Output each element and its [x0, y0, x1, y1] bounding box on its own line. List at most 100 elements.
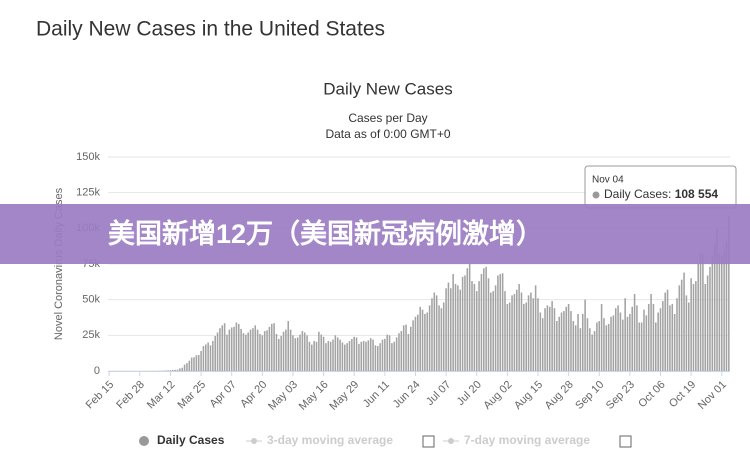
- bar: [339, 339, 341, 371]
- bar: [459, 289, 462, 371]
- bar: [579, 328, 582, 371]
- bar: [530, 292, 532, 371]
- bar: [242, 333, 245, 371]
- bar: [685, 295, 688, 371]
- bar: [445, 288, 447, 371]
- bar: [607, 323, 610, 371]
- bar: [223, 323, 226, 371]
- x-tick-label: Jun 24: [391, 379, 423, 411]
- y-tick-label: 50k: [82, 294, 100, 306]
- bar: [261, 335, 264, 371]
- bar: [622, 319, 624, 371]
- bar: [336, 337, 339, 371]
- tooltip-value: 108 554: [675, 187, 719, 201]
- bar: [254, 325, 257, 371]
- bar: [306, 335, 308, 371]
- bar: [720, 255, 723, 371]
- bar: [563, 311, 565, 371]
- bar: [245, 334, 247, 371]
- checkbox[interactable]: [619, 435, 632, 448]
- bar: [725, 241, 728, 371]
- bar: [230, 327, 233, 371]
- bar: [167, 370, 169, 371]
- bar: [233, 326, 235, 371]
- bar: [499, 273, 502, 371]
- bar: [292, 335, 294, 371]
- bar: [610, 316, 612, 371]
- legend-marker: [448, 438, 454, 444]
- bar: [395, 337, 398, 371]
- y-tick-label: 0: [94, 365, 100, 377]
- bar: [195, 355, 198, 371]
- bar: [544, 308, 546, 371]
- bar: [247, 332, 249, 371]
- bar: [440, 308, 443, 371]
- bar: [252, 328, 254, 371]
- bar: [355, 337, 358, 371]
- bar: [713, 244, 716, 371]
- legend-label[interactable]: 3-day moving average: [267, 433, 393, 447]
- bar: [506, 303, 509, 371]
- bar: [709, 266, 711, 371]
- y-tick-label: 25k: [82, 329, 100, 341]
- bar: [402, 325, 405, 371]
- bar: [287, 321, 290, 371]
- bar: [391, 343, 393, 371]
- bar: [202, 346, 205, 371]
- bar: [280, 336, 282, 371]
- bar: [452, 273, 454, 371]
- bar: [518, 283, 520, 371]
- bar: [664, 292, 666, 371]
- bar: [551, 301, 553, 371]
- bar: [412, 320, 414, 371]
- bar: [311, 344, 313, 371]
- bar: [256, 329, 259, 371]
- bar: [704, 283, 707, 371]
- legend-label[interactable]: Daily Cases: [157, 433, 225, 447]
- bar: [480, 273, 483, 371]
- checkbox[interactable]: [422, 435, 435, 448]
- bar: [596, 322, 598, 371]
- bar: [619, 312, 622, 371]
- bar: [652, 303, 655, 371]
- bar: [365, 341, 367, 371]
- bar: [308, 341, 311, 371]
- bar: [438, 305, 440, 371]
- bar: [424, 313, 426, 371]
- x-tick-label: Aug 02: [481, 379, 514, 412]
- bar: [508, 302, 511, 371]
- bar: [711, 256, 714, 371]
- x-tick-label: May 03: [266, 379, 300, 413]
- bar: [351, 338, 353, 371]
- bar: [718, 254, 721, 371]
- bar: [214, 336, 216, 371]
- bar: [716, 229, 718, 371]
- bar: [504, 291, 506, 371]
- bar: [487, 278, 490, 371]
- bar: [699, 252, 702, 371]
- x-tick-label: Aug 28: [543, 379, 576, 412]
- bar: [270, 323, 273, 371]
- bar: [329, 341, 332, 371]
- bar: [581, 313, 584, 371]
- page-title: Daily New Cases in the United States: [36, 18, 385, 41]
- bar: [344, 344, 346, 371]
- bar: [360, 341, 363, 371]
- bar: [669, 305, 671, 371]
- bar: [169, 370, 172, 371]
- legend-label[interactable]: 7-day moving average: [464, 433, 590, 447]
- bar: [612, 315, 615, 371]
- bar: [417, 314, 419, 371]
- bar: [193, 357, 195, 371]
- bar: [266, 330, 268, 371]
- bar: [384, 338, 386, 371]
- bar: [405, 324, 407, 371]
- bar: [614, 308, 617, 371]
- bar: [315, 341, 318, 371]
- bar: [520, 292, 523, 371]
- bar: [372, 339, 374, 371]
- bar: [376, 346, 379, 371]
- bar: [676, 298, 678, 371]
- bar: [303, 332, 306, 371]
- x-tick-label: Feb 15: [84, 379, 117, 412]
